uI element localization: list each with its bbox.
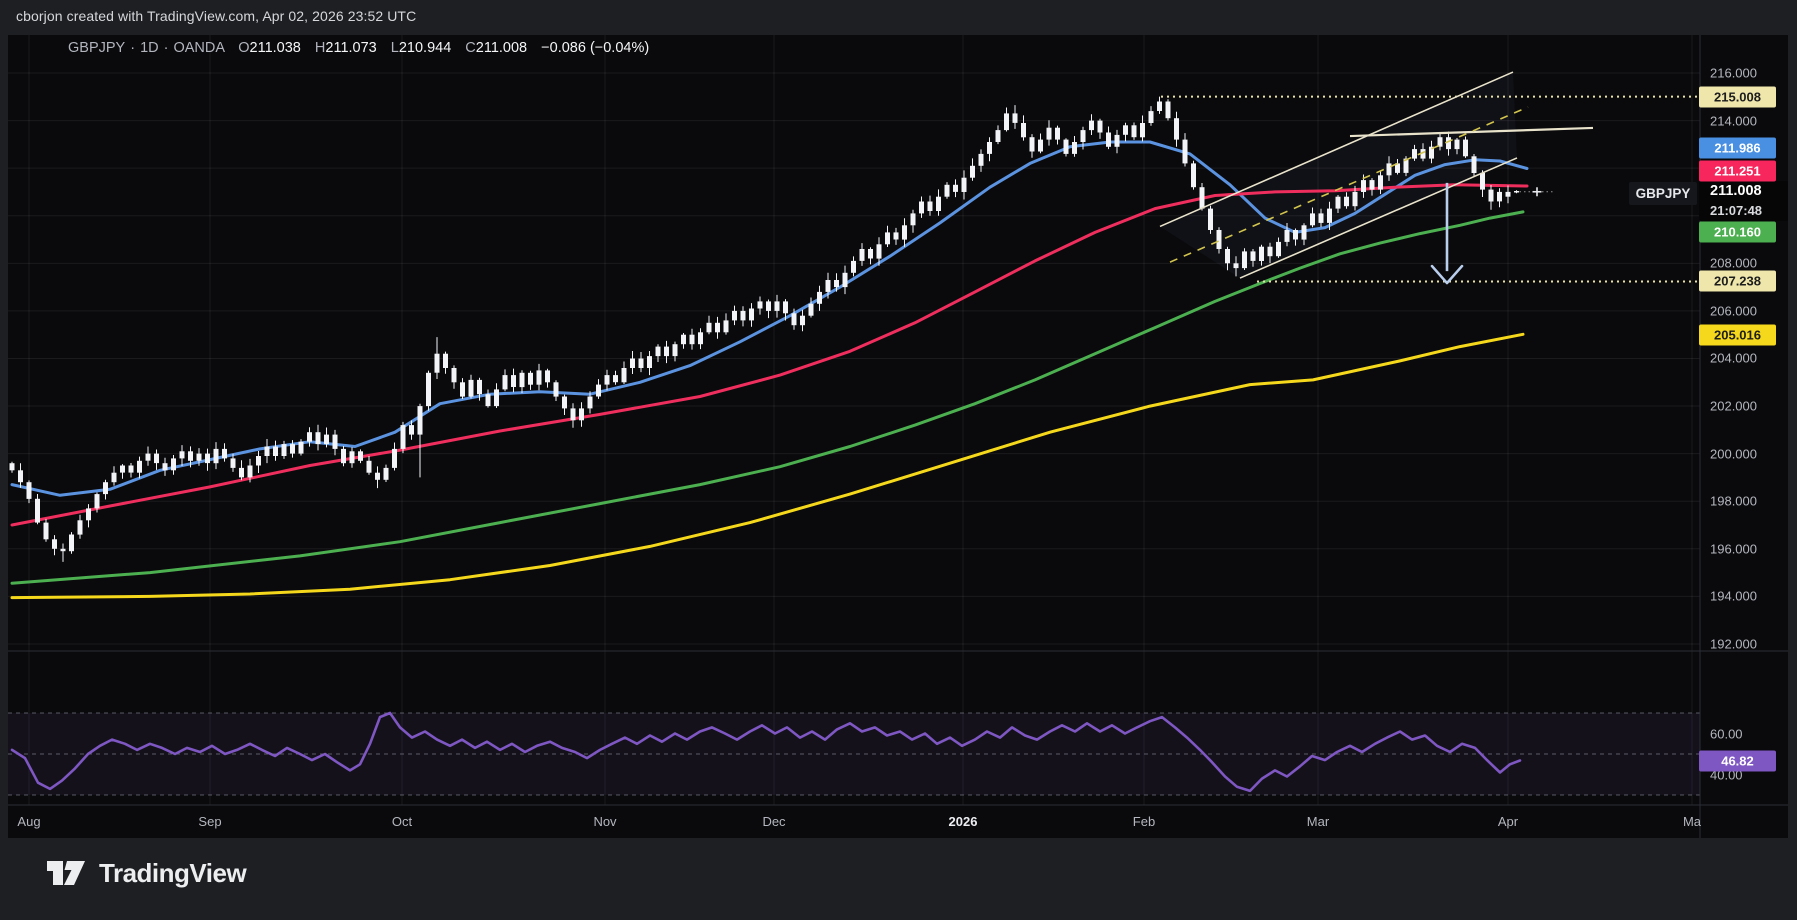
- ohlc-close-value: 211.008: [475, 40, 528, 56]
- ohlc-high-value: 211.073: [325, 40, 377, 56]
- time-axis-label: 2026: [948, 814, 978, 829]
- time-axis[interactable]: [8, 805, 1700, 838]
- candles-layer: [9, 96, 1519, 562]
- legend-interval[interactable]: 1D: [140, 40, 159, 56]
- ohlc-open-label: O: [238, 40, 250, 56]
- time-axis-label: Feb: [1132, 814, 1156, 829]
- time-axis-label: Mar: [1306, 814, 1330, 829]
- time-axis-label: Aug: [17, 814, 41, 829]
- channel-fill: [1160, 72, 1517, 279]
- price-level-badge: 210.160: [1699, 221, 1776, 243]
- down-arrow-head: [1430, 264, 1464, 285]
- price-tick: 206.000: [1710, 303, 1757, 319]
- price-level-badge: 211.986: [1699, 137, 1776, 159]
- price-tick: 200.000: [1710, 446, 1757, 462]
- ohlc-close-label: C: [465, 40, 476, 56]
- time-axis-label: Sep: [198, 814, 222, 829]
- price-tick: 208.000: [1710, 255, 1757, 271]
- ma-green-line: [10, 210, 1525, 585]
- current-price-badge: 211.008 21:07:48: [1699, 181, 1788, 221]
- resistance-line: [1349, 126, 1594, 138]
- price-tick: 214.000: [1710, 113, 1757, 129]
- ma-pink-line: [10, 183, 1529, 527]
- rsi-value-badge: 46.82: [1699, 750, 1776, 772]
- price-level-badge: 215.008: [1699, 86, 1776, 108]
- dashed-trend-midline: [1169, 106, 1529, 263]
- price-tick: 196.000: [1710, 541, 1757, 557]
- channel-upper-line: [1159, 71, 1514, 228]
- legend-symbol[interactable]: GBPJPY: [68, 40, 126, 56]
- price-tick: 216.000: [1710, 65, 1757, 81]
- price-tick: 192.000: [1710, 636, 1757, 652]
- ohlc-high-label: H: [314, 40, 326, 56]
- ohlc-low-value: 210.944: [398, 40, 452, 56]
- time-axis-label: Apr: [1497, 814, 1519, 829]
- tradingview-logo-text: TradingView: [99, 857, 247, 888]
- tradingview-logo[interactable]: TradingView: [45, 853, 247, 893]
- price-level-badge: 207.238: [1699, 270, 1776, 292]
- price-tick: 202.000: [1710, 398, 1757, 414]
- attribution-text: cborjon created with TradingView.com, Ap…: [16, 8, 417, 24]
- legend-exchange: OANDA: [173, 40, 225, 56]
- time-axis-label: Nov: [593, 814, 617, 829]
- price-tick: 198.000: [1710, 493, 1757, 509]
- price-level-badge: 211.251: [1699, 160, 1776, 182]
- current-price-value: 211.008: [1710, 183, 1762, 199]
- bar-countdown: 21:07:48: [1710, 203, 1763, 218]
- price-tick: 194.000: [1710, 588, 1757, 604]
- channel-lower-line: [1239, 157, 1518, 279]
- time-axis-label: Ma: [1682, 814, 1702, 829]
- rsi-line: [10, 711, 1522, 793]
- time-axis-label: Dec: [762, 814, 786, 829]
- price-tick: 204.000: [1710, 350, 1757, 366]
- change-value: −0.086 (−0.04%): [541, 40, 650, 56]
- tradingview-logo-icon: [47, 861, 85, 885]
- time-axis-label: Oct: [391, 814, 413, 829]
- rsi-tick: 60.00: [1710, 726, 1743, 741]
- price-label-symbol-chip: GBPJPY: [1629, 182, 1697, 205]
- chart-legend[interactable]: GBPJPY · 1D · OANDA O211.038 H211.073 L210.9…: [68, 40, 650, 56]
- ohlc-low-label: L: [390, 40, 399, 56]
- price-level-badge: 205.016: [1699, 324, 1776, 346]
- ohlc-open-value: 211.038: [249, 40, 301, 56]
- ma-yellow-line: [10, 332, 1525, 600]
